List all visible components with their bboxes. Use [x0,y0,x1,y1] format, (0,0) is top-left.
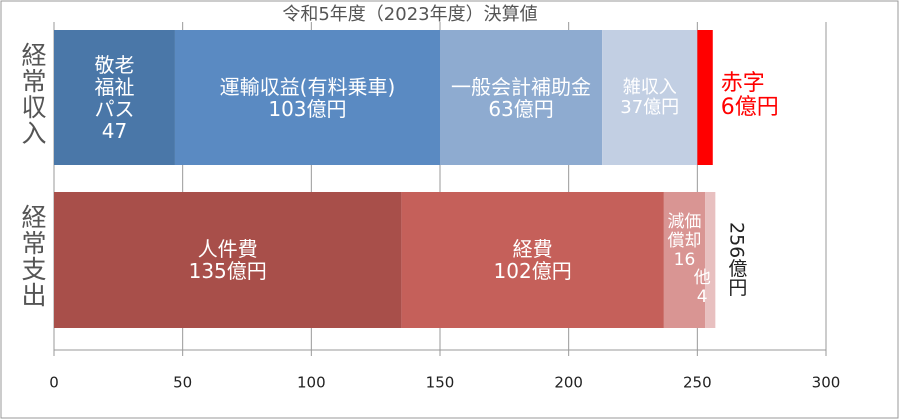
bar-segment [663,192,706,328]
segment-name: 人件費 [197,237,258,261]
x-tick-label: 150 [426,374,455,392]
segment-name: 敬老福祉パス [94,52,135,121]
bar-segment [174,30,441,165]
bar-segment [705,192,716,328]
segment-label: 減価償却 16 [664,212,704,270]
segment-name: 一般会計補助金 [451,74,592,99]
total-label: 256億円 [725,222,748,297]
segment-name: 他 [693,267,711,288]
segment-name: 雑収入 [622,76,677,98]
segment-label: 運輸収益(有料乗車) 103億円 [175,30,440,165]
bar-segment [54,30,175,165]
segment-label: 雑収入 37億円 [602,30,697,165]
segment-value: 4 [696,286,708,307]
bar-segment [401,192,664,328]
segment-label: 赤字 6億円 [721,30,779,165]
category-label: 経常支出 [18,204,47,308]
segment-value: 37億円 [620,96,680,118]
x-tick-label: 0 [49,374,59,392]
segment-label: 経費 102億円 [401,192,663,328]
segment-label: 敬老福祉パス 47 [54,30,175,165]
bar-segment [54,192,402,328]
category-label: 経常収入 [18,42,47,146]
x-tick-label: 250 [683,374,712,392]
segment-label: 人件費 135億円 [54,192,401,328]
bar-segment [697,30,713,165]
x-tick-label: 50 [173,374,192,392]
segment-value: 16 [673,249,696,270]
bar-segment [602,30,698,165]
segment-name: 減価償却 [667,211,702,251]
segment-name: 運輸収益(有料乗車) [219,74,396,99]
segment-value: 6億円 [720,95,779,120]
segment-name: 赤字 [720,71,765,96]
segment-value: 135億円 [188,259,267,283]
segment-value: 47 [101,118,128,143]
chart-title: 令和5年度（2023年度）決算値 [282,4,537,25]
x-tick-label: 200 [554,374,583,392]
bar-segment [440,30,603,165]
segment-label: 一般会計補助金 63億円 [440,30,602,165]
segment-name: 経費 [512,237,553,261]
segment-value: 63億円 [488,96,554,121]
segment-value: 102億円 [493,259,572,283]
x-tick-label: 100 [297,374,326,392]
segment-value: 103億円 [268,96,347,121]
x-tick-label: 300 [812,374,841,392]
